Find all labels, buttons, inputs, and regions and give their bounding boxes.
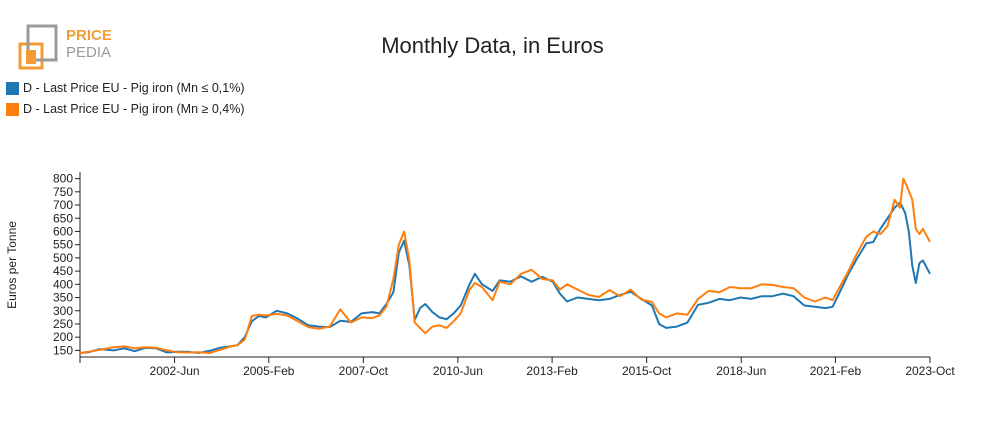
- x-tick-label: 2015-Oct: [622, 364, 672, 378]
- y-tick-label: 150: [53, 343, 73, 357]
- y-tick-label: 250: [53, 317, 73, 331]
- logo-word-pedia: PEDIA: [66, 44, 111, 61]
- y-tick-label: 450: [53, 264, 73, 278]
- legend-label-mn-high: D - Last Price EU - Pig iron (Mn ≥ 0,4%): [23, 102, 245, 116]
- x-tick-label: 2005-Feb: [243, 364, 295, 378]
- plot-area: [79, 177, 931, 354]
- y-tick-label: 200: [53, 330, 73, 344]
- x-tick-label: 2002-Jun: [150, 364, 200, 378]
- y-tick-label: 800: [53, 172, 73, 186]
- logo-word-price: PRICE: [66, 27, 112, 44]
- y-tick-label: 300: [53, 304, 73, 318]
- y-tick-label: 500: [53, 251, 73, 265]
- y-axis-label: Euros per Tonne: [5, 221, 19, 309]
- y-tick-label: 400: [53, 277, 73, 291]
- x-tick-label: 2021-Feb: [810, 364, 862, 378]
- x-tick-label: 2013-Feb: [526, 364, 578, 378]
- legend-entry-mn-low[interactable]: D - Last Price EU - Pig iron (Mn ≤ 0,1%): [6, 81, 245, 95]
- chart-title: Monthly Data, in Euros: [381, 33, 604, 58]
- legend-entry-mn-high[interactable]: D - Last Price EU - Pig iron (Mn ≥ 0,4%): [6, 102, 245, 116]
- y-axis: 1502002503003504004505005506006507007508…: [53, 172, 81, 357]
- x-axis: 2002-Jun 2005-Feb 2007-Oct 2010-Jun 2013-Feb…: [79, 356, 955, 378]
- x-tick-label: 2018-Jun: [716, 364, 766, 378]
- y-tick-label: 600: [53, 224, 73, 238]
- legend-swatch-blue: [6, 81, 19, 95]
- legend-label-mn-low: D - Last Price EU - Pig iron (Mn ≤ 0,1%): [23, 81, 245, 95]
- series-line-0[interactable]: [79, 201, 931, 354]
- y-tick-label: 750: [53, 185, 73, 199]
- series-line-1[interactable]: [79, 177, 931, 354]
- y-tick-label: 350: [53, 291, 73, 305]
- x-tick-label: 2010-Jun: [433, 364, 483, 378]
- y-tick-label: 550: [53, 238, 73, 252]
- y-tick-label: 650: [53, 211, 73, 225]
- pricepedia-logo: PRICE PEDIA: [18, 24, 112, 70]
- legend-swatch-orange: [6, 102, 19, 116]
- x-tick-label: 2023-Oct: [905, 364, 955, 378]
- x-tick-label: 2007-Oct: [339, 364, 389, 378]
- y-tick-label: 700: [53, 198, 73, 212]
- logo-mark-icon: [18, 24, 58, 70]
